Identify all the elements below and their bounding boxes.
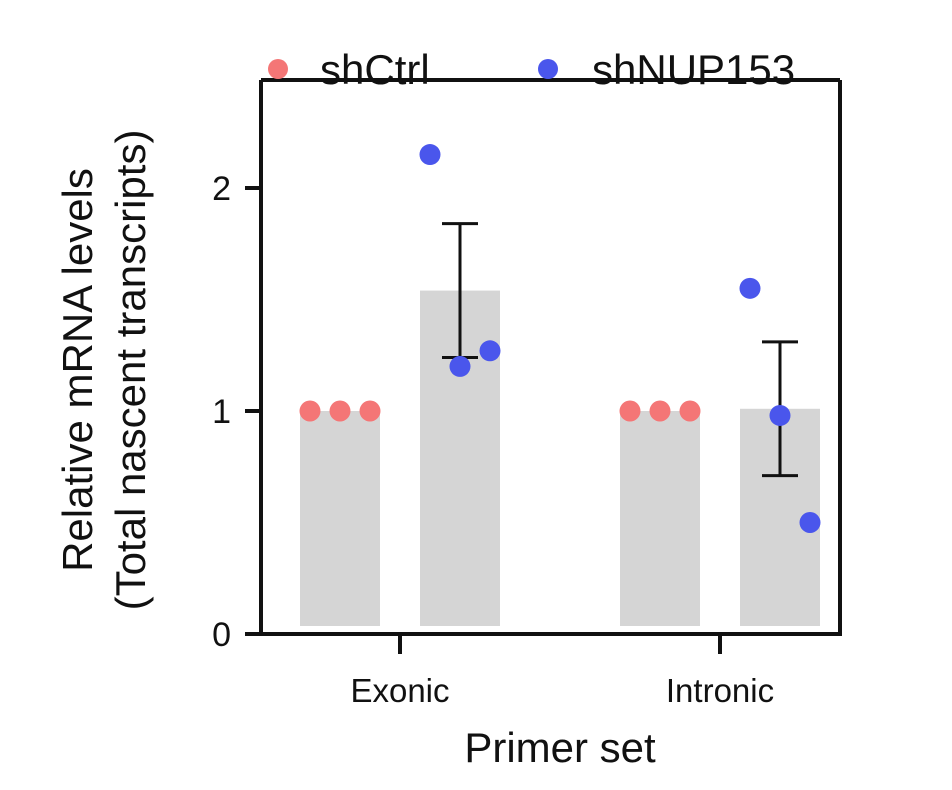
point-intronic-shctrl-2	[649, 400, 671, 422]
legend-marker-shctrl	[268, 59, 288, 79]
bar-intronic-shctrl	[620, 411, 700, 626]
data-points	[299, 144, 821, 533]
legend-label-shnup153: shNUP153	[592, 46, 795, 93]
point-intronic-shnup153-3	[799, 512, 821, 533]
point-exonic-shnup153-3	[479, 340, 501, 362]
point-exonic-shctrl-1	[299, 400, 321, 422]
legend-label-shctrl: shCtrl	[320, 46, 430, 93]
x-tick-label-exonic: Exonic	[350, 672, 449, 709]
point-intronic-shctrl-1	[619, 400, 641, 422]
point-exonic-shnup153-2	[449, 355, 471, 377]
y-tick-label-2: 2	[212, 170, 231, 208]
point-exonic-shnup153-1	[419, 144, 441, 166]
point-intronic-shnup153-2	[769, 404, 791, 426]
legend-marker-shnup153	[538, 59, 558, 79]
point-intronic-shnup153-1	[739, 277, 761, 299]
point-exonic-shctrl-2	[329, 400, 351, 422]
point-exonic-shctrl-3	[359, 400, 381, 422]
y-axis-title-line2: (Total nascent transcripts)	[107, 130, 154, 611]
bar-exonic-shctrl	[300, 411, 380, 626]
y-axis-title-line1: Relative mRNA levels	[54, 168, 101, 572]
legend: shCtrl shNUP153	[268, 46, 795, 93]
x-axis-title: Primer set	[464, 724, 656, 771]
y-tick-label-0: 0	[212, 616, 231, 654]
bars	[300, 290, 820, 626]
x-tick-label-intronic: Intronic	[666, 672, 774, 709]
point-intronic-shctrl-3	[679, 400, 701, 422]
y-tick-label-1: 1	[212, 393, 231, 431]
axes: 0 1 2 Exonic Intronic	[212, 78, 842, 709]
